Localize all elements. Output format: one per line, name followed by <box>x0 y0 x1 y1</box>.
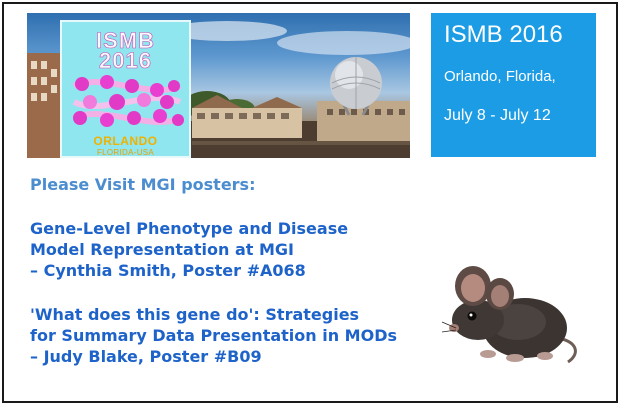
posters-heading: Please Visit MGI posters: <box>30 175 256 194</box>
ismb-logo: ISMB 2016 ORLANDO FLORIDA-USA <box>60 20 191 158</box>
event-info-box: ISMB 2016 Orlando, Florida, July 8 - Jul… <box>431 13 596 157</box>
event-location: Orlando, Florida, <box>444 68 556 85</box>
dna-molecule-icon <box>72 75 184 127</box>
skyline-graphic <box>27 21 410 158</box>
logo-year-text: 2016 <box>99 48 152 73</box>
event-title: ISMB 2016 <box>444 21 563 48</box>
logo-city-text: ORLANDO <box>93 134 158 148</box>
poster-1-author: – Cynthia Smith, Poster #A068 <box>30 261 306 280</box>
mouse-image <box>441 266 577 364</box>
poster-1-title-line1: Gene-Level Phenotype and Disease <box>30 219 349 238</box>
poster-1-title-line2: Model Representation at MGI <box>30 240 294 259</box>
poster-2-author: – Judy Blake, Poster #B09 <box>30 347 262 366</box>
logo-ismb-text: ISMB <box>96 28 155 53</box>
poster-2-title-line2: for Summary Data Presentation in MODs <box>30 326 397 345</box>
orlando-banner-image: ISMB 2016 ORLANDO FLORIDA-USA <box>27 13 410 158</box>
logo-country-text: FLORIDA-USA <box>96 148 155 157</box>
poster-2-title-line1: 'What does this gene do': Strategies <box>30 305 360 324</box>
event-dates: July 8 - July 12 <box>444 107 551 124</box>
